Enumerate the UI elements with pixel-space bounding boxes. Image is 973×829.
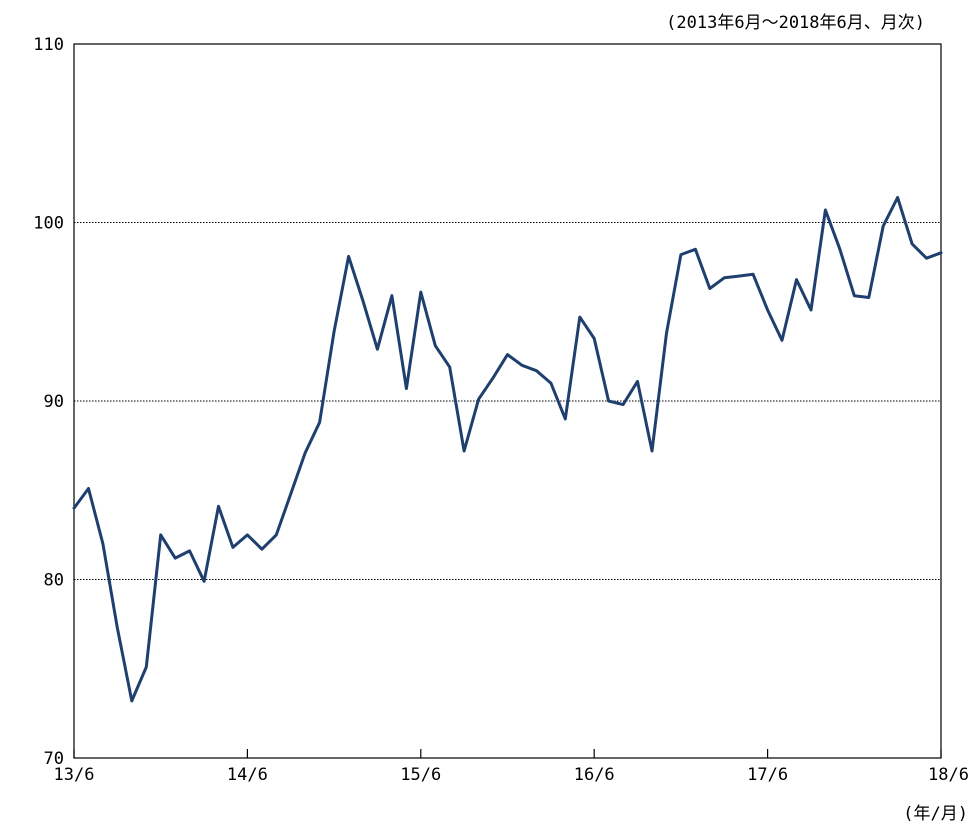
data-point bbox=[737, 274, 740, 278]
data-point bbox=[809, 308, 813, 312]
data-point bbox=[694, 248, 697, 251]
x-tick-label: 15/6 bbox=[400, 765, 441, 785]
data-point bbox=[159, 533, 162, 537]
data-point bbox=[636, 380, 639, 383]
plot-frame bbox=[73, 43, 942, 759]
x-tick-label: 17/6 bbox=[747, 765, 788, 785]
data-point bbox=[130, 699, 133, 703]
unit-note: (年/月) bbox=[903, 804, 968, 824]
data-point bbox=[145, 665, 148, 669]
data-point bbox=[434, 344, 437, 347]
data-point bbox=[217, 505, 220, 508]
data-point bbox=[780, 339, 784, 342]
data-point bbox=[87, 487, 90, 490]
data-point bbox=[462, 449, 466, 453]
data-point bbox=[838, 248, 842, 251]
data-point bbox=[101, 542, 105, 545]
data-point bbox=[679, 253, 683, 256]
data-point bbox=[896, 196, 899, 199]
data-point bbox=[520, 364, 524, 367]
data-point bbox=[824, 208, 827, 212]
data-point bbox=[419, 290, 422, 294]
data-point bbox=[708, 287, 711, 290]
data-point bbox=[925, 257, 928, 260]
data-point bbox=[766, 308, 769, 312]
data-point bbox=[390, 294, 394, 297]
data-point bbox=[564, 417, 567, 421]
data-point bbox=[665, 331, 668, 335]
series-line bbox=[72, 196, 943, 703]
data-point bbox=[506, 353, 509, 356]
data-point bbox=[491, 376, 495, 379]
x-axis-labels: 13/6 14/6 15/6 16/6 17/6 18/6 bbox=[54, 765, 969, 785]
data-point bbox=[723, 276, 726, 280]
y-tick-label: 100 bbox=[33, 214, 64, 234]
data-point bbox=[549, 381, 553, 385]
data-point bbox=[188, 549, 191, 553]
data-point bbox=[910, 242, 914, 246]
x-tick-label: 13/6 bbox=[54, 765, 95, 785]
data-point bbox=[332, 330, 336, 333]
data-point bbox=[939, 251, 943, 255]
gridlines bbox=[74, 222, 941, 580]
data-point bbox=[173, 556, 177, 560]
data-point bbox=[361, 299, 365, 303]
data-point bbox=[72, 506, 76, 510]
y-tick-label: 80 bbox=[44, 571, 64, 591]
x-tick-label: 16/6 bbox=[574, 765, 615, 785]
data-point bbox=[116, 626, 119, 629]
data-point bbox=[621, 403, 625, 406]
data-point bbox=[795, 278, 798, 281]
data-point bbox=[231, 546, 235, 549]
data-points bbox=[72, 196, 943, 703]
data-point bbox=[289, 492, 292, 496]
y-tick-label: 70 bbox=[44, 749, 64, 769]
data-point bbox=[853, 294, 856, 297]
data-point bbox=[751, 273, 755, 276]
data-point bbox=[882, 224, 885, 228]
x-tick-label: 18/6 bbox=[928, 765, 969, 785]
y-axis-labels: 70 80 90 100 110 bbox=[33, 35, 64, 769]
x-tick-label: 14/6 bbox=[227, 765, 268, 785]
data-point bbox=[318, 421, 321, 424]
y-tick-label: 90 bbox=[44, 392, 64, 412]
data-point bbox=[607, 399, 610, 403]
data-point bbox=[405, 387, 408, 390]
x-axis-ticks bbox=[73, 749, 942, 758]
data-point bbox=[304, 451, 307, 454]
data-point bbox=[260, 547, 264, 551]
data-point bbox=[376, 348, 379, 351]
data-point bbox=[448, 365, 451, 369]
data-point bbox=[202, 580, 206, 583]
data-point bbox=[535, 369, 538, 372]
period-note: (2013年6月〜2018年6月、月次) bbox=[666, 13, 925, 33]
data-point bbox=[246, 533, 249, 537]
data-point bbox=[578, 315, 581, 319]
data-point bbox=[477, 398, 480, 401]
data-point bbox=[867, 296, 870, 299]
y-tick-label: 110 bbox=[33, 35, 64, 55]
data-point bbox=[347, 255, 350, 258]
data-point bbox=[593, 337, 596, 340]
data-point bbox=[650, 449, 654, 453]
data-point bbox=[275, 533, 278, 537]
